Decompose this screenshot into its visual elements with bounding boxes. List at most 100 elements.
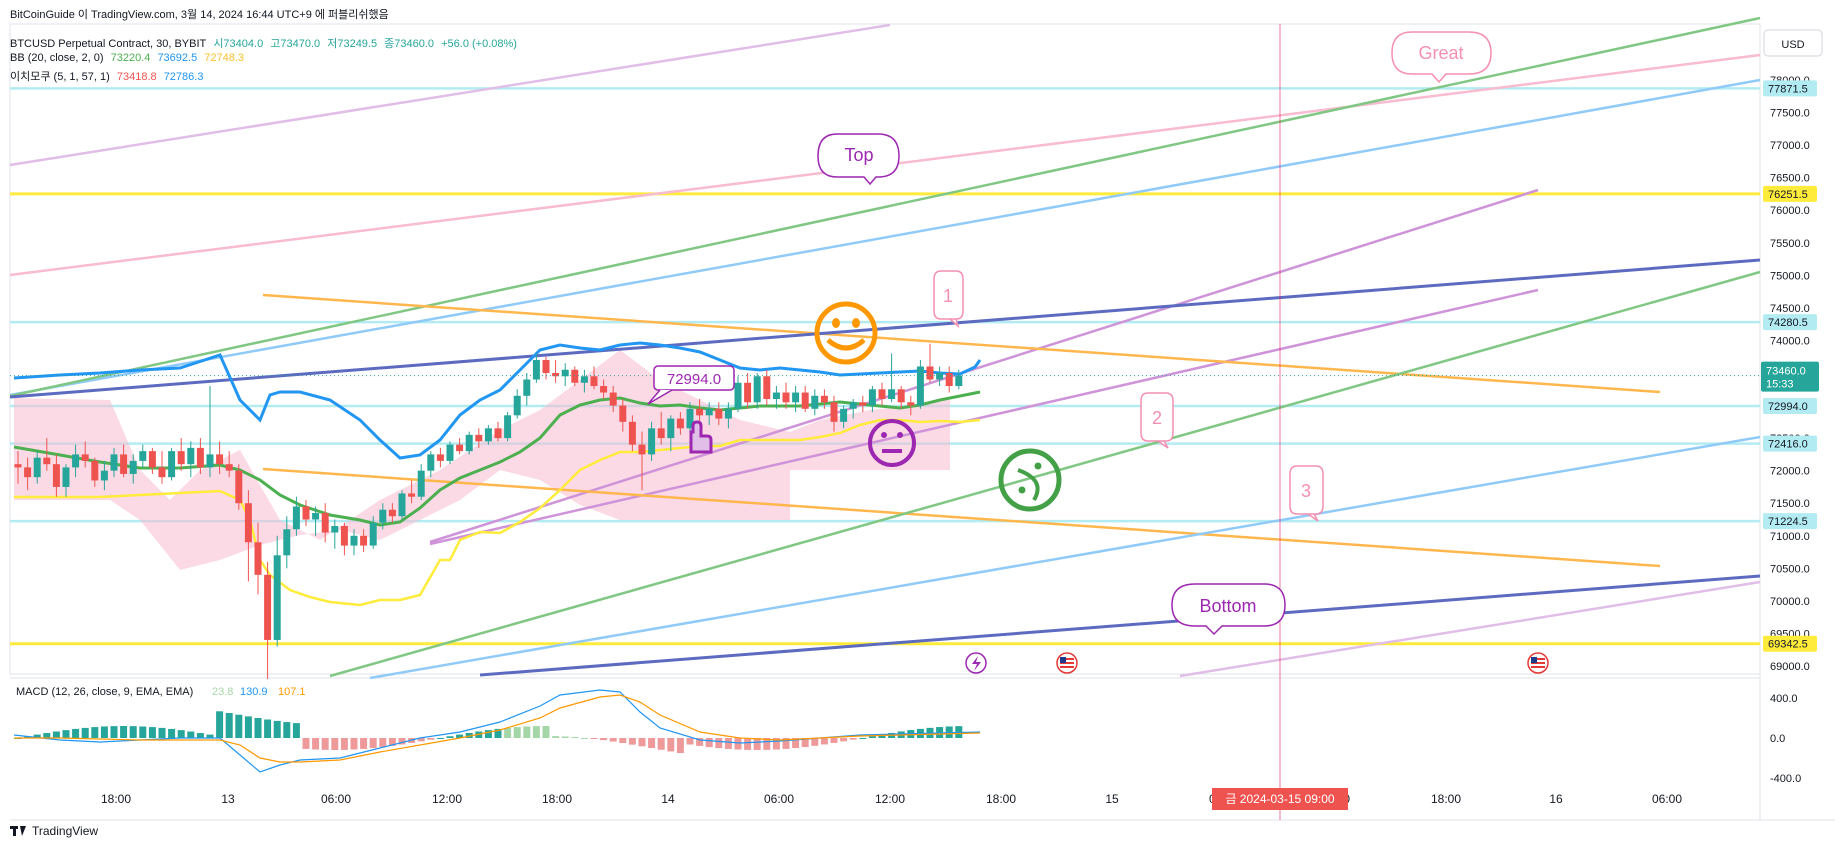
macd-bar-73 <box>715 738 723 749</box>
ohlc-high: 고73470.0 <box>270 38 321 50</box>
ichimoku-value-2: 72786.3 <box>163 71 204 83</box>
macd-bar-6 <box>72 728 80 738</box>
crosshair-time-text: 금 2024-03-15 09:00 <box>1225 792 1334 806</box>
macd-label[interactable]: MACD (12, 26, close, 9, EMA, EMA) <box>16 686 193 698</box>
candle-body-80 <box>782 392 790 403</box>
us-flag-event-icon[interactable] <box>1056 652 1078 674</box>
candle-body-81 <box>792 392 800 403</box>
callout-top[interactable]: Top <box>817 133 900 186</box>
macd-bar-86 <box>840 738 848 742</box>
macd-bar-8 <box>91 727 99 738</box>
time-axis[interactable]: 18:00 13 06:00 12:00 18:00 14 06:00 12:00 18:00 1… <box>101 792 1682 806</box>
candle-body-87 <box>849 402 857 409</box>
macd-bar-32 <box>321 738 329 750</box>
callout-three-text: 3 <box>1301 481 1311 501</box>
price-tick-69000: 69000.0 <box>1770 661 1810 673</box>
candle-body-56 <box>552 373 560 377</box>
time-tick-14: 06:00 <box>1652 792 1682 806</box>
crosshair-time-label <box>1212 788 1348 810</box>
macd-bar-21 <box>216 711 224 738</box>
lightning-event-icon[interactable] <box>965 652 987 674</box>
candle-body-6 <box>72 454 80 468</box>
callout-two[interactable]: 2 <box>1140 392 1174 449</box>
currency-selector[interactable] <box>1763 29 1823 57</box>
last-price-box <box>1761 361 1819 392</box>
price-level-labels: 77871.5 76251.5 74280.5 72994.0 72416.0 71224… <box>1761 80 1819 652</box>
macd-hist-value: 23.8 <box>212 686 233 698</box>
candle-body-44 <box>436 454 444 461</box>
macd-tick-0: 0.0 <box>1770 733 1785 745</box>
callout-great[interactable]: Great <box>1391 31 1492 84</box>
ichimoku-label[interactable]: 이치모쿠 (5, 1, 57, 1) <box>10 71 110 83</box>
macd-bar-47 <box>465 732 473 738</box>
candle-body-27 <box>273 555 281 640</box>
smile-emoji-icon[interactable] <box>814 301 878 365</box>
candle-body-41 <box>408 493 416 497</box>
trendline-6 <box>262 293 1661 394</box>
macd-bar-33 <box>331 738 339 750</box>
trendline-12 <box>1179 580 1761 678</box>
candle-body-48 <box>475 434 483 442</box>
candle-body-33 <box>331 526 339 533</box>
price-tick-72000: 72000.0 <box>1770 466 1810 478</box>
candle-body-52 <box>513 395 521 416</box>
candle-body-3 <box>43 457 51 465</box>
callout-three[interactable]: 3 <box>1289 465 1324 522</box>
macd-bar-19 <box>196 733 204 738</box>
candle-body-29 <box>292 506 300 530</box>
trendline-11 <box>369 435 1761 680</box>
macd-bar-31 <box>312 738 320 750</box>
macd-bar-59 <box>580 737 588 739</box>
candle-body-23 <box>235 470 243 504</box>
footer-brand: TradingView <box>32 824 98 838</box>
time-tick-7: 12:00 <box>875 792 905 806</box>
macd-bar-24 <box>244 716 252 738</box>
macd-bar-61 <box>600 738 608 741</box>
trendline-0 <box>9 23 891 167</box>
conversion-line <box>14 418 981 607</box>
bb-label[interactable]: BB (20, close, 2, 0) <box>10 52 104 64</box>
macd-bar-63 <box>619 738 627 744</box>
macd-bar-76 <box>744 738 752 750</box>
sad-emoji-icon[interactable] <box>998 448 1062 512</box>
candle-body-46 <box>456 444 464 452</box>
macd-bar-53 <box>523 726 531 738</box>
us-flag-event-icon-2[interactable] <box>1527 652 1549 674</box>
level-label-0: 77871.5 <box>1768 83 1808 95</box>
trendline-7 <box>262 467 1661 568</box>
pointing-hand-icon[interactable] <box>689 420 713 454</box>
ohlc-open: 시73404.0 <box>213 38 264 50</box>
neutral-emoji-icon[interactable] <box>868 419 916 467</box>
callout-one[interactable]: 1 <box>933 270 964 329</box>
macd-bar-13 <box>139 726 147 738</box>
macd-bar-46 <box>456 734 464 738</box>
candle-body-96 <box>936 373 944 380</box>
macd-bar-80 <box>782 738 790 749</box>
level-label-box-4 <box>1763 435 1817 452</box>
macd-bar-25 <box>254 718 262 738</box>
time-tick-2: 06:00 <box>321 792 351 806</box>
price-tick-77500: 77500.0 <box>1770 108 1810 120</box>
candle-body-16 <box>168 451 176 478</box>
macd-bar-7 <box>81 727 89 738</box>
symbol-name[interactable]: BTCUSD Perpetual Contract, 30, BYBIT <box>10 38 207 50</box>
candle-body-39 <box>388 509 396 517</box>
callout-bottom[interactable]: Bottom <box>1171 583 1286 636</box>
candle-body-1 <box>24 467 32 478</box>
candle-body-38 <box>379 509 387 523</box>
price-note-callout[interactable]: 72994.0 <box>647 365 735 405</box>
candle-body-49 <box>484 428 492 442</box>
macd-bar-45 <box>446 736 454 738</box>
callout-two-text: 2 <box>1152 408 1162 428</box>
macd-bar-40 <box>398 738 406 745</box>
candle-body-24 <box>244 503 252 543</box>
bb-upper-line <box>13 341 982 460</box>
level-label-box-1 <box>1763 185 1817 202</box>
ohlc-change: +56.0 (+0.08%) <box>441 38 517 50</box>
macd-tick-400: 400.0 <box>1770 693 1798 705</box>
candle-body-55 <box>542 359 550 373</box>
candle-body-17 <box>177 451 185 465</box>
macd-bar-44 <box>436 737 444 739</box>
candle-body-35 <box>350 535 358 546</box>
